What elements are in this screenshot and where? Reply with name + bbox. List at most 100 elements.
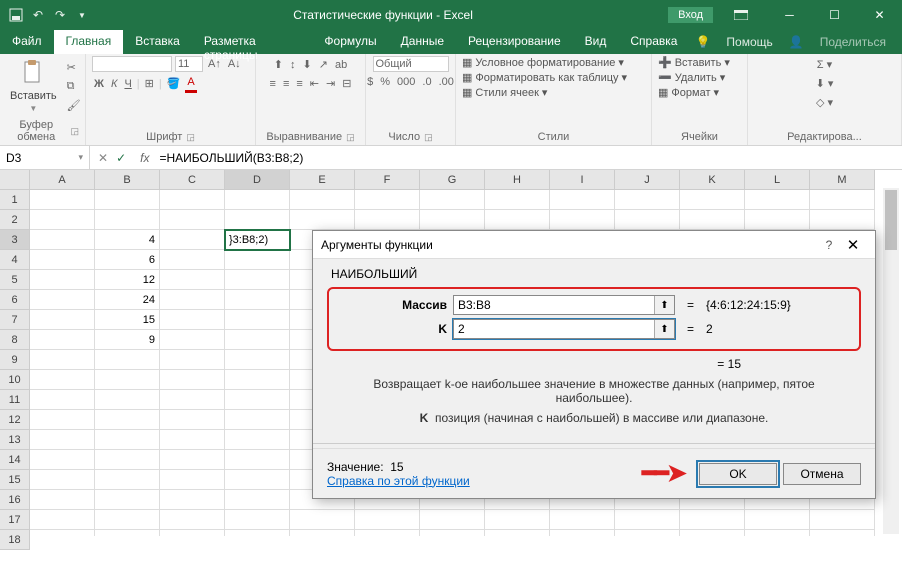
cell-I18[interactable] bbox=[550, 530, 615, 536]
cell-G2[interactable] bbox=[420, 210, 485, 230]
cell-A2[interactable] bbox=[30, 210, 95, 230]
cell-B11[interactable] bbox=[95, 390, 160, 410]
number-format-select[interactable] bbox=[373, 56, 449, 72]
cell-D18[interactable] bbox=[225, 530, 290, 536]
cell-D15[interactable] bbox=[225, 470, 290, 490]
cell-D1[interactable] bbox=[225, 190, 290, 210]
cell-B2[interactable] bbox=[95, 210, 160, 230]
redo-icon[interactable]: ↷ bbox=[52, 7, 68, 23]
tab-help[interactable]: Справка bbox=[618, 30, 689, 54]
cell-D4[interactable] bbox=[225, 250, 290, 270]
cond-format-button[interactable]: ▦ Условное форматирование ▾ bbox=[462, 56, 624, 69]
help-link[interactable]: Справка по этой функции bbox=[327, 474, 470, 488]
cancel-button[interactable]: Отмена bbox=[783, 463, 861, 485]
font-size-select[interactable] bbox=[175, 56, 203, 72]
cell-E17[interactable] bbox=[290, 510, 355, 530]
cell-D16[interactable] bbox=[225, 490, 290, 510]
cell-A4[interactable] bbox=[30, 250, 95, 270]
row-header-11[interactable]: 11 bbox=[0, 390, 30, 410]
tab-review[interactable]: Рецензирование bbox=[456, 30, 573, 54]
row-header-7[interactable]: 7 bbox=[0, 310, 30, 330]
delete-cells-button[interactable]: ➖ Удалить ▾ bbox=[658, 71, 725, 84]
cell-C6[interactable] bbox=[160, 290, 225, 310]
tab-home[interactable]: Главная bbox=[54, 30, 124, 54]
row-header-17[interactable]: 17 bbox=[0, 510, 30, 530]
k-input[interactable] bbox=[454, 320, 654, 338]
cell-B9[interactable] bbox=[95, 350, 160, 370]
cell-M2[interactable] bbox=[810, 210, 875, 230]
col-header-D[interactable]: D bbox=[225, 170, 290, 190]
cell-F17[interactable] bbox=[355, 510, 420, 530]
align-top-icon[interactable]: ⬆ bbox=[272, 56, 285, 73]
cell-K18[interactable] bbox=[680, 530, 745, 536]
signin-button[interactable]: Вход bbox=[668, 7, 713, 23]
cell-E18[interactable] bbox=[290, 530, 355, 536]
share-button[interactable]: Поделиться bbox=[814, 35, 892, 49]
name-box[interactable]: D3 bbox=[0, 146, 90, 169]
cell-G1[interactable] bbox=[420, 190, 485, 210]
cell-B8[interactable]: 9 bbox=[95, 330, 160, 350]
row-header-10[interactable]: 10 bbox=[0, 370, 30, 390]
underline-button[interactable]: Ч bbox=[122, 76, 133, 92]
cell-A6[interactable] bbox=[30, 290, 95, 310]
indent-dec-icon[interactable]: ⇤ bbox=[308, 75, 321, 92]
align-bottom-icon[interactable]: ⬇ bbox=[301, 56, 314, 73]
clear-icon[interactable]: ◇ ▾ bbox=[814, 94, 835, 111]
cell-I17[interactable] bbox=[550, 510, 615, 530]
tab-file[interactable]: Файл bbox=[0, 30, 54, 54]
cell-A17[interactable] bbox=[30, 510, 95, 530]
qat-dropdown-icon[interactable]: ▼ bbox=[74, 7, 90, 23]
cell-B18[interactable] bbox=[95, 530, 160, 536]
row-header-9[interactable]: 9 bbox=[0, 350, 30, 370]
format-painter-icon[interactable]: 🖌 bbox=[65, 97, 83, 114]
paste-button[interactable]: Вставить ▼ bbox=[6, 58, 61, 115]
percent-icon[interactable]: % bbox=[378, 74, 392, 90]
cell-C1[interactable] bbox=[160, 190, 225, 210]
cell-F2[interactable] bbox=[355, 210, 420, 230]
cell-J17[interactable] bbox=[615, 510, 680, 530]
row-header-6[interactable]: 6 bbox=[0, 290, 30, 310]
currency-icon[interactable]: $ bbox=[365, 74, 375, 90]
cell-M18[interactable] bbox=[810, 530, 875, 536]
dialog-help-icon[interactable]: ? bbox=[819, 238, 839, 252]
number-dialog-icon[interactable]: ◲ bbox=[424, 132, 433, 143]
col-header-L[interactable]: L bbox=[745, 170, 810, 190]
cell-L2[interactable] bbox=[745, 210, 810, 230]
cell-A13[interactable] bbox=[30, 430, 95, 450]
cell-A7[interactable] bbox=[30, 310, 95, 330]
cell-A11[interactable] bbox=[30, 390, 95, 410]
font-dialog-icon[interactable]: ◲ bbox=[186, 132, 195, 143]
fx-icon[interactable]: fx bbox=[134, 151, 155, 165]
cell-A1[interactable] bbox=[30, 190, 95, 210]
cell-C18[interactable] bbox=[160, 530, 225, 536]
cell-C8[interactable] bbox=[160, 330, 225, 350]
cell-D13[interactable] bbox=[225, 430, 290, 450]
help-search[interactable]: Помощь bbox=[720, 35, 778, 49]
k-collapse-icon[interactable]: ⬆ bbox=[654, 320, 674, 338]
cell-A14[interactable] bbox=[30, 450, 95, 470]
cell-C15[interactable] bbox=[160, 470, 225, 490]
cell-B16[interactable] bbox=[95, 490, 160, 510]
maximize-button[interactable]: ☐ bbox=[812, 0, 857, 30]
cell-D17[interactable] bbox=[225, 510, 290, 530]
cell-H18[interactable] bbox=[485, 530, 550, 536]
cell-L1[interactable] bbox=[745, 190, 810, 210]
cell-K17[interactable] bbox=[680, 510, 745, 530]
cell-J18[interactable] bbox=[615, 530, 680, 536]
font-family-select[interactable] bbox=[92, 56, 172, 72]
row-header-2[interactable]: 2 bbox=[0, 210, 30, 230]
cell-D2[interactable] bbox=[225, 210, 290, 230]
cell-A3[interactable] bbox=[30, 230, 95, 250]
ok-button[interactable]: OK bbox=[699, 463, 777, 485]
cell-H1[interactable] bbox=[485, 190, 550, 210]
indent-inc-icon[interactable]: ⇥ bbox=[324, 75, 337, 92]
cell-D10[interactable] bbox=[225, 370, 290, 390]
cell-M1[interactable] bbox=[810, 190, 875, 210]
cell-B7[interactable]: 15 bbox=[95, 310, 160, 330]
col-header-H[interactable]: H bbox=[485, 170, 550, 190]
row-header-3[interactable]: 3 bbox=[0, 230, 30, 250]
cell-D3[interactable]: }3:B8;2) bbox=[225, 230, 290, 250]
cell-C12[interactable] bbox=[160, 410, 225, 430]
row-header-18[interactable]: 18 bbox=[0, 530, 30, 550]
align-left-icon[interactable]: ≡ bbox=[268, 76, 278, 92]
